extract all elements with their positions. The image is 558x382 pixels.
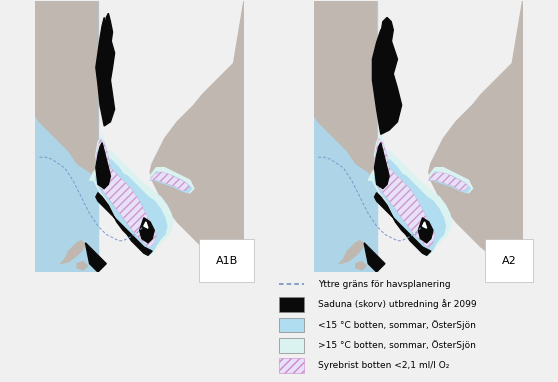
Text: Yttre gräns för havsplanering: Yttre gräns för havsplanering	[318, 280, 450, 289]
Polygon shape	[96, 159, 167, 253]
Polygon shape	[96, 138, 110, 185]
Polygon shape	[96, 134, 113, 185]
Polygon shape	[418, 218, 433, 243]
Polygon shape	[429, 168, 473, 193]
Polygon shape	[429, 172, 468, 191]
Polygon shape	[77, 262, 88, 270]
Polygon shape	[368, 151, 452, 255]
Polygon shape	[356, 262, 366, 270]
Polygon shape	[96, 18, 114, 126]
Polygon shape	[140, 218, 154, 243]
Bar	[279, 358, 304, 373]
Polygon shape	[104, 13, 113, 53]
Polygon shape	[314, 1, 377, 272]
Text: Syrebrist botten <2,1 ml/l O₂: Syrebrist botten <2,1 ml/l O₂	[318, 361, 449, 370]
Polygon shape	[429, 172, 470, 193]
Polygon shape	[96, 142, 110, 189]
Polygon shape	[150, 172, 190, 191]
Text: A2: A2	[502, 256, 516, 266]
Polygon shape	[314, 1, 377, 180]
Polygon shape	[374, 138, 389, 185]
Polygon shape	[374, 159, 445, 253]
Polygon shape	[374, 193, 431, 255]
Polygon shape	[35, 1, 98, 272]
Bar	[279, 318, 304, 332]
Polygon shape	[339, 241, 364, 264]
Polygon shape	[429, 1, 523, 272]
Polygon shape	[85, 243, 106, 272]
Polygon shape	[422, 222, 427, 228]
Polygon shape	[374, 142, 389, 189]
Polygon shape	[150, 168, 194, 193]
Polygon shape	[372, 26, 402, 134]
Polygon shape	[150, 172, 192, 193]
Polygon shape	[144, 222, 148, 228]
Polygon shape	[98, 168, 156, 247]
Text: Saduna (skorv) utbredning år 2099: Saduna (skorv) utbredning år 2099	[318, 299, 477, 309]
Polygon shape	[96, 193, 152, 255]
Polygon shape	[374, 134, 391, 185]
Polygon shape	[35, 226, 98, 272]
Bar	[279, 338, 304, 353]
Polygon shape	[60, 241, 85, 264]
Polygon shape	[150, 1, 244, 272]
Bar	[279, 297, 304, 312]
Polygon shape	[314, 226, 377, 272]
Polygon shape	[90, 151, 173, 255]
Text: >15 °C botten, sommar, ÖsterSjön: >15 °C botten, sommar, ÖsterSjön	[318, 340, 475, 350]
Polygon shape	[35, 1, 98, 180]
Text: <15 °C botten, sommar, ÖsterSjön: <15 °C botten, sommar, ÖsterSjön	[318, 320, 475, 330]
Polygon shape	[364, 243, 385, 272]
Polygon shape	[381, 18, 393, 47]
Polygon shape	[377, 168, 435, 247]
Text: A1B: A1B	[215, 256, 238, 266]
